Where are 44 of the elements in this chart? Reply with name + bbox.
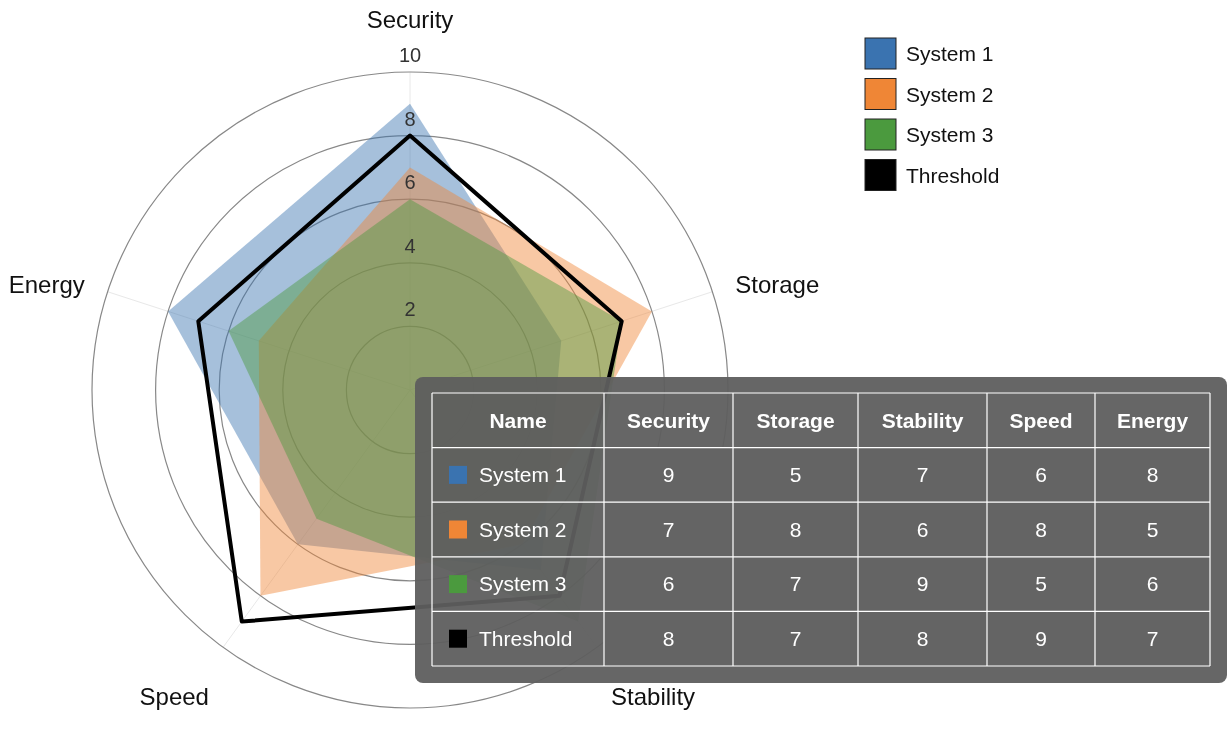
data-label: 5 [1035,572,1047,596]
spoke-label: Stability [611,683,696,711]
data-label: 7 [662,517,675,541]
spoke-label: Storage [735,270,820,298]
data-label: 9 [662,463,675,487]
x-tick-label: Security [627,408,711,432]
y-tick-label: System 2 [479,517,567,541]
data-label: 5 [789,463,802,487]
y-tick-label: System 3 [479,572,567,596]
y-tick-label: System 1 [479,463,567,487]
x-tick-label: Energy [1116,408,1189,432]
legend-label: System 1 [906,42,994,66]
data-label: 7 [789,572,802,596]
data-label: 6 [662,572,675,596]
legend-label: System 3 [906,123,994,147]
y-tick-label: 2 [404,298,416,321]
y-tick-label: 4 [404,234,416,257]
data-label: 9 [916,572,929,596]
x-tick-label: Storage [756,408,835,432]
data-label: 7 [789,627,802,651]
y-tick-label: 8 [404,107,416,130]
spoke-label: Speed [139,683,209,711]
data-label: 8 [1035,517,1047,541]
x-tick-label: Stability [881,408,964,432]
data-label: 9 [1035,627,1047,651]
data-label: 6 [1146,572,1159,596]
y-axis-title: Name [489,408,547,432]
legend-label: Threshold [906,163,1000,187]
data-label: 6 [916,517,929,541]
y-tick-label: 10 [398,44,422,66]
spoke-label: Security [366,6,454,34]
data-label: 5 [1146,517,1159,541]
x-tick-label: Speed [1009,408,1073,432]
y-tick-label: Threshold [479,627,573,651]
data-label: 8 [916,627,929,651]
data-label: 6 [1035,463,1047,487]
y-tick-label: 6 [404,171,416,194]
spoke-label: Energy [8,270,85,298]
data-label: 7 [916,463,929,487]
data-label: 8 [662,627,675,651]
data-label: 8 [789,517,802,541]
data-label: 7 [1146,627,1159,651]
legend-label: System 2 [906,82,994,106]
data-label: 8 [1146,463,1159,487]
